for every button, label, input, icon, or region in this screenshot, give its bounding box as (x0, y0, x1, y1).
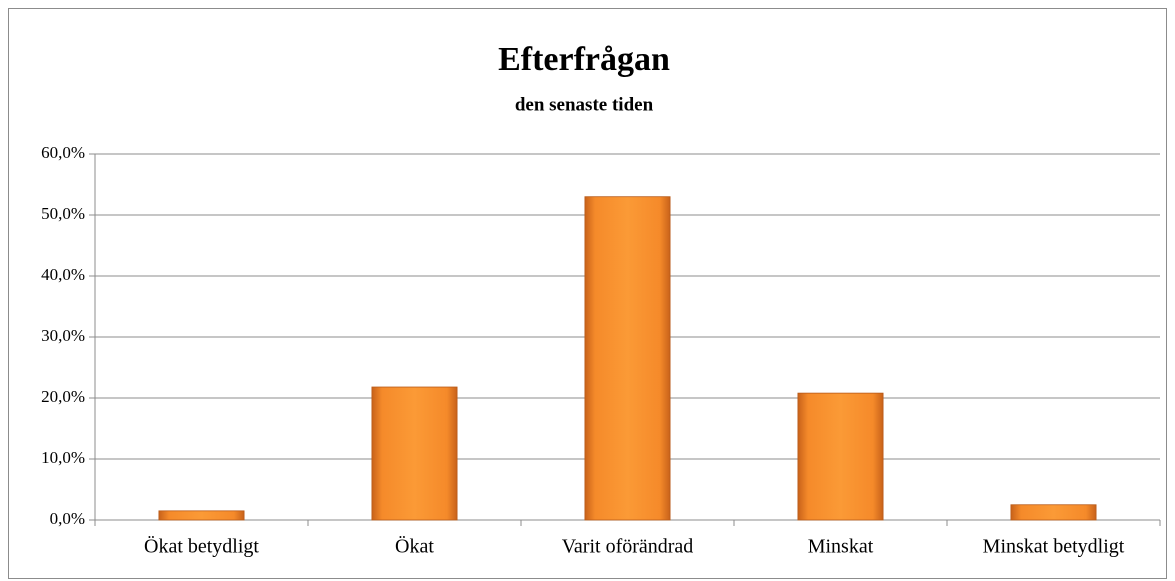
x-tick-label: Minskat betydligt (983, 536, 1125, 558)
y-tick-label: 10,0% (41, 448, 85, 467)
x-tick-label: Varit oförändrad (562, 536, 694, 558)
chart-subtitle: den senaste tiden (515, 94, 654, 115)
x-tick-label: Ökat betydligt (144, 535, 259, 558)
bar (1010, 504, 1097, 521)
bar (797, 392, 884, 521)
y-tick-label: 40,0% (41, 265, 85, 284)
chart-title: Efterfrågan (498, 41, 670, 78)
y-tick-label: 0,0% (50, 509, 85, 528)
bar (158, 510, 245, 521)
bar (584, 196, 671, 521)
bar (371, 386, 458, 521)
y-tick-label: 60,0% (41, 143, 85, 162)
y-tick-label: 30,0% (41, 326, 85, 345)
x-tick-label: Ökat (395, 535, 434, 558)
x-tick-label: Minskat (808, 536, 874, 558)
y-tick-label: 20,0% (41, 387, 85, 406)
y-tick-label: 50,0% (41, 204, 85, 223)
